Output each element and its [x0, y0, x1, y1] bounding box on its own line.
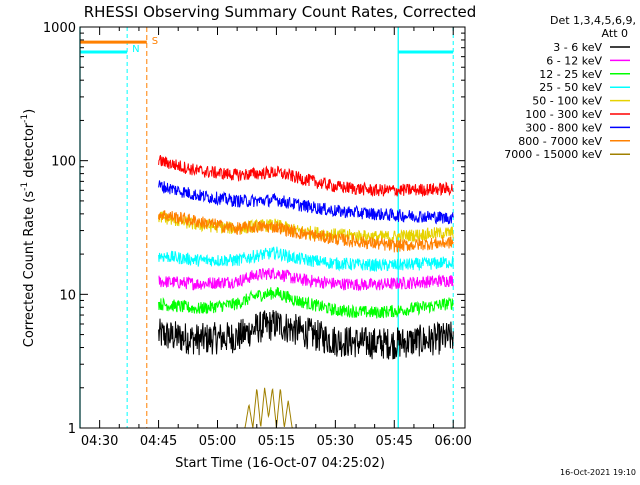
legend-label-8: 7000 - 15000 keV [504, 148, 602, 161]
legend-label-3: 25 - 50 keV [539, 81, 602, 94]
legend-label-1: 6 - 12 keV [546, 54, 602, 67]
series-5 [158, 155, 454, 198]
y-tick-label: 1 [68, 422, 76, 437]
x-axis-label: Start Time (16-Oct-07 04:25:02) [175, 456, 385, 471]
series-0 [158, 309, 454, 360]
series-trace-7 [158, 210, 454, 253]
y-axis: 1 10 100 1000 [43, 21, 465, 437]
series-trace-6 [158, 180, 454, 225]
series-trace-5 [158, 155, 454, 198]
y-tick-label: 10 [59, 288, 76, 303]
series-trace-3 [158, 246, 454, 273]
legend-header-line-1: Det 1,3,4,5,6,9, [550, 14, 636, 27]
x-tick-label: 05:45 [376, 434, 413, 449]
series-2 [158, 287, 454, 319]
series-3 [80, 50, 454, 273]
legend-label-6: 300 - 800 keV [525, 121, 602, 134]
y-axis-label: Corrected Count Rate (s-1 detector-1) [20, 109, 37, 347]
y-axis-label-end: ) [22, 109, 37, 114]
series-trace-2 [158, 287, 454, 319]
legend-label-4: 50 - 100 keV [532, 95, 602, 108]
marker-label-n: N [132, 44, 139, 55]
y-axis-label-mid: detector [22, 122, 37, 182]
x-tick-label: 05:30 [317, 434, 354, 449]
y-axis-label-exponent-2: -1 [20, 114, 30, 123]
legend-label-0: 3 - 6 keV [553, 41, 602, 54]
series-6 [158, 180, 454, 225]
legend-label-7: 800 - 7000 keV [518, 135, 602, 148]
x-tick-label: 06:00 [434, 434, 471, 449]
footer-timestamp: 16-Oct-2021 19:10 [560, 468, 636, 477]
series-7 [80, 40, 454, 253]
legend-label-5: 100 - 300 keV [525, 108, 602, 121]
plot-frame [79, 26, 466, 429]
legend-header-line-2: Att 0 [602, 27, 628, 40]
series-1 [158, 267, 454, 292]
x-tick-label: 04:45 [140, 434, 177, 449]
x-tick-label: 05:00 [199, 434, 236, 449]
x-axis: 04:30 04:45 05:00 05:15 05:30 05:45 06:00 [79, 27, 472, 449]
marker-label-s: S [152, 36, 158, 47]
series-trace-1 [158, 267, 454, 292]
y-axis-label-main: Corrected Count Rate (s [22, 191, 37, 348]
x-tick-label: 05:15 [258, 434, 295, 449]
series-trace-0 [158, 309, 454, 360]
y-tick-label: 100 [51, 155, 76, 170]
y-tick-label: 1000 [43, 21, 76, 36]
chart-title: RHESSI Observing Summary Count Rates, Co… [84, 3, 477, 21]
x-tick-label: 04:30 [81, 434, 118, 449]
legend-label-2: 12 - 25 keV [539, 68, 602, 81]
y-axis-label-exponent-1: -1 [20, 182, 30, 191]
